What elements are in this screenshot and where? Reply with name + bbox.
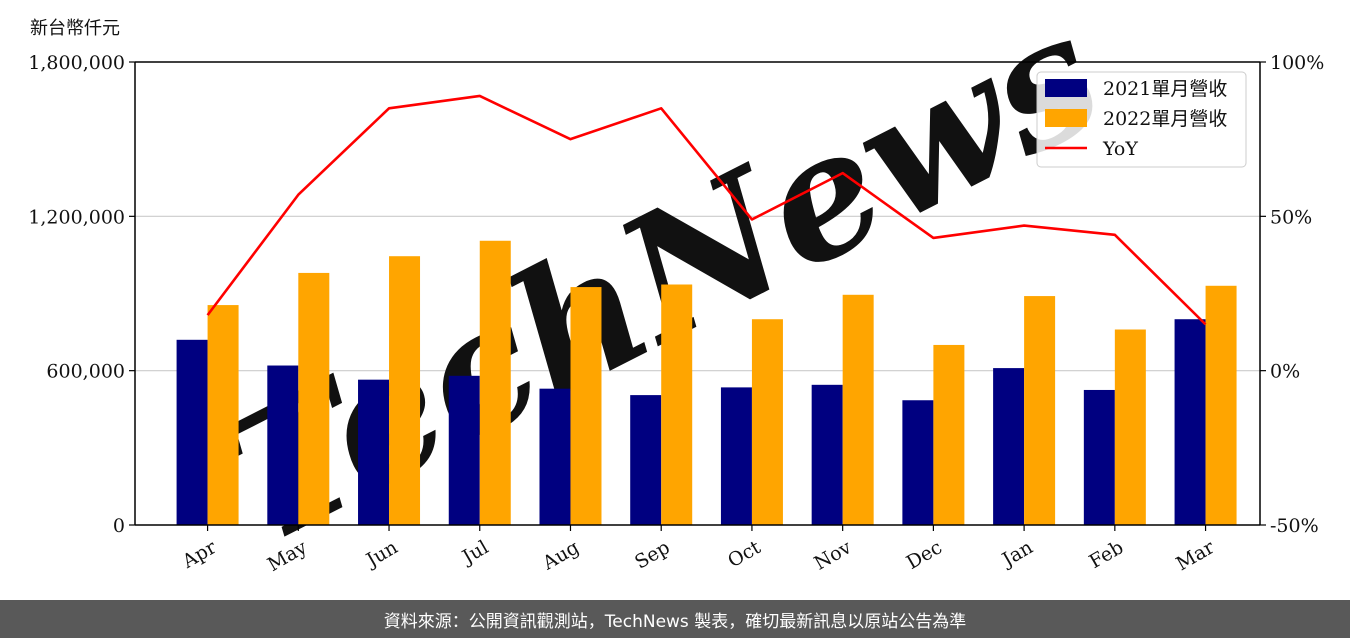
legend-label: YoY	[1102, 138, 1138, 160]
x-tick-label: Oct	[724, 536, 765, 572]
bar-2022	[842, 294, 874, 525]
bar-2021	[267, 365, 299, 525]
y-right-tick-label: 100%	[1270, 52, 1324, 74]
bar-2022	[389, 256, 421, 525]
bar-2021	[720, 387, 752, 525]
bar-2021	[448, 375, 480, 525]
x-tick-label: Feb	[1086, 536, 1128, 573]
x-tick-label: Apr	[178, 536, 221, 573]
y-axis-unit-label: 新台幣仟元	[30, 18, 120, 39]
bar-2022	[298, 272, 330, 525]
x-tick-label: Mar	[1173, 536, 1219, 575]
y-right-tick-label: 0%	[1270, 361, 1300, 383]
x-tick-label: Jul	[457, 536, 492, 569]
source-footer: 資料來源：公開資訊觀測站，TechNews 製表，確切最新訊息以原站公告為準	[0, 600, 1350, 638]
y-right-tick-label: 50%	[1270, 206, 1312, 228]
yoy-line	[206, 94, 1207, 326]
x-tick-label: Nov	[811, 536, 856, 575]
x-tick-label: Jun	[361, 536, 402, 572]
legend-box	[1036, 71, 1247, 168]
x-tick-label: Aug	[538, 536, 583, 575]
bar-2022	[1114, 329, 1146, 525]
legend-swatch	[1045, 109, 1087, 127]
legend: 2021單月營收 2022單月營收 YoY	[1036, 71, 1247, 168]
bar-2022	[479, 240, 511, 525]
bar-2021	[539, 388, 571, 525]
y-left-tick-label: 1,200,000	[28, 206, 125, 228]
bar-2021	[630, 395, 662, 525]
y-left-tick-label: 1,800,000	[28, 52, 125, 74]
bar-2021	[176, 339, 208, 525]
bar-2022	[1205, 285, 1237, 525]
y-left-tick-label: 600,000	[46, 361, 125, 383]
bar-2022	[1024, 296, 1056, 525]
bar-2022	[661, 284, 693, 525]
bar-2021	[358, 379, 390, 525]
x-tick-label: Jan	[997, 536, 1037, 572]
y-right-tick-label: -50%	[1270, 515, 1319, 537]
bar-2021	[811, 384, 843, 525]
source-footer-text: 資料來源：公開資訊觀測站，TechNews 製表，確切最新訊息以原站公告為準	[383, 611, 967, 632]
x-tick-label: Sep	[631, 536, 674, 573]
legend-label: 2021單月營收	[1103, 78, 1227, 100]
bar-2021	[1174, 319, 1206, 525]
revenue-chart: TechNews0600,0001,200,0001,800,000-50%0%…	[28, 0, 1324, 582]
legend-swatch	[1045, 79, 1087, 97]
y-left-tick-label: 0	[113, 515, 125, 537]
bar-2022	[207, 305, 239, 525]
bar-2021	[1083, 389, 1115, 525]
bar-2022	[751, 319, 783, 525]
bar-2021	[902, 400, 934, 525]
bar-2021	[993, 368, 1025, 525]
legend-label: 2022單月營收	[1103, 108, 1227, 130]
bar-2022	[570, 287, 602, 525]
x-tick-label: Dec	[903, 536, 946, 574]
bar-2022	[933, 344, 965, 525]
